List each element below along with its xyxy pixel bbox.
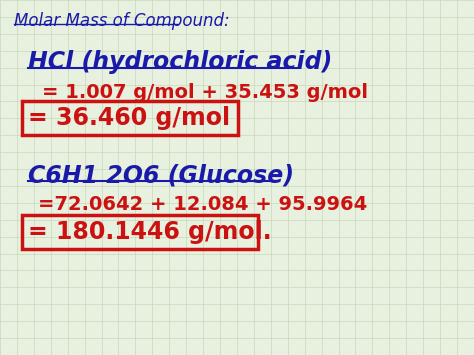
Text: =72.0642 + 12.084 + 95.9964: =72.0642 + 12.084 + 95.9964 (38, 195, 367, 214)
Text: = 36.460 g/mol: = 36.460 g/mol (28, 106, 230, 130)
Text: Molar Mass of Compound:: Molar Mass of Compound: (14, 12, 229, 30)
Text: = 180.1446 g/mol.: = 180.1446 g/mol. (28, 220, 272, 244)
Text: HCl (hydrochloric acid): HCl (hydrochloric acid) (28, 50, 332, 74)
Text: C6H1 2O6 (Glucose): C6H1 2O6 (Glucose) (28, 163, 294, 187)
Text: = 1.007 g/mol + 35.453 g/mol: = 1.007 g/mol + 35.453 g/mol (42, 83, 368, 102)
